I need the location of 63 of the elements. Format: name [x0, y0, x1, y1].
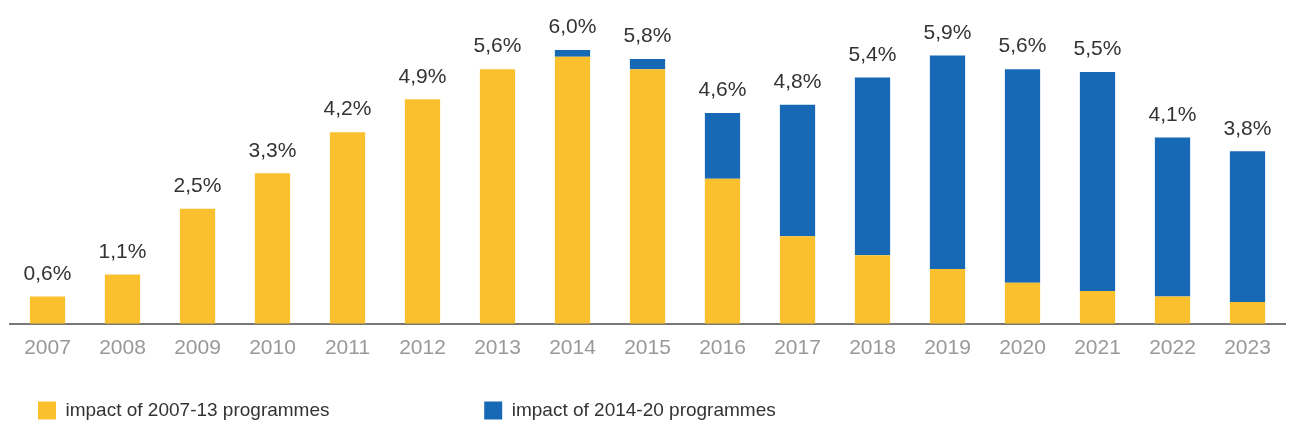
- bar: [254, 173, 291, 324]
- x-tick-label: 2017: [774, 335, 821, 359]
- annotation: 1,1%: [98, 238, 147, 262]
- x-tick-label: 2020: [999, 335, 1046, 359]
- annotation: 5,4%: [848, 41, 897, 65]
- x-tick-label: 2018: [849, 335, 896, 359]
- annotation: 2,5%: [173, 173, 222, 197]
- bar: [854, 255, 891, 324]
- bar: [1229, 301, 1266, 324]
- bar: [854, 77, 891, 256]
- x-tick-label: 2015: [624, 335, 671, 359]
- bar: [629, 69, 666, 324]
- bar: [1079, 290, 1116, 324]
- x-tick-label: 2010: [249, 335, 296, 359]
- bar: [1079, 71, 1116, 291]
- annotation: 4,6%: [698, 77, 747, 101]
- bar: [479, 69, 516, 324]
- legend-label: impact of 2007-13 programmes: [65, 398, 457, 420]
- legend-label: impact of 2014-20 programmes: [511, 398, 903, 420]
- annotation: 4,9%: [398, 63, 447, 87]
- bar: [554, 50, 591, 57]
- bar: [1154, 137, 1191, 297]
- annotation: 0,6%: [23, 260, 72, 284]
- x-tick-label: 2009: [174, 335, 221, 359]
- annotation: 4,1%: [1148, 101, 1197, 125]
- x-tick-label: 2008: [99, 335, 146, 359]
- x-tick-label: 2022: [1149, 335, 1196, 359]
- x-tick-label: 2011: [324, 335, 371, 359]
- bar: [1004, 282, 1041, 324]
- bar: [704, 178, 741, 324]
- bar: [1229, 151, 1266, 302]
- bar: [29, 296, 66, 324]
- annotation: 4,2%: [323, 96, 372, 120]
- annotation: 6,0%: [548, 14, 597, 38]
- bar: [329, 132, 366, 324]
- bar: [929, 269, 966, 324]
- x-tick-label: 2014: [549, 335, 597, 359]
- bar: [1154, 296, 1191, 324]
- bar: [404, 99, 441, 324]
- x-tick-label: 2016: [699, 335, 746, 359]
- annotation: 5,5%: [1073, 36, 1122, 60]
- bar: [179, 208, 216, 324]
- annotation: 4,8%: [773, 69, 822, 93]
- bar: [779, 104, 816, 237]
- bar: [104, 274, 141, 324]
- bar: [704, 112, 741, 179]
- x-tick-label: 2019: [924, 335, 971, 359]
- x-tick-label: 2023: [1224, 335, 1271, 359]
- bar: [929, 55, 966, 270]
- annotation: 5,9%: [923, 19, 972, 43]
- x-tick-label: 2021: [1074, 335, 1121, 359]
- annotation: 5,6%: [998, 33, 1047, 57]
- bar: [554, 56, 591, 324]
- x-tick-label: 2007: [24, 335, 71, 359]
- annotation: 3,8%: [1223, 115, 1272, 139]
- x-tick-label: 2013: [474, 335, 521, 359]
- annotation: 5,6%: [473, 33, 522, 57]
- bar: [629, 59, 666, 70]
- bar: [1004, 69, 1041, 283]
- annotation: 5,8%: [623, 23, 672, 47]
- x-tick-label: 2012: [399, 335, 446, 359]
- annotation: 3,3%: [248, 137, 297, 161]
- bar: [779, 236, 816, 324]
